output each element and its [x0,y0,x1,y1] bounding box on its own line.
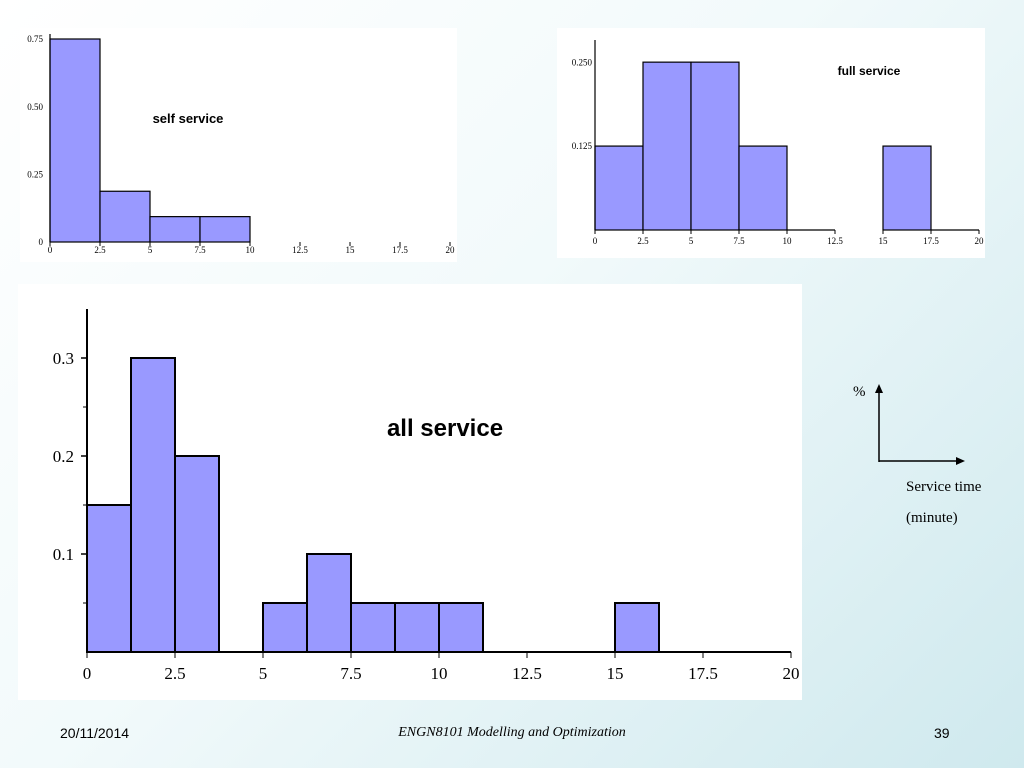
axes-legend-diagram: % Service time (minute) [853,384,982,526]
self-x-tick-label: 20 [446,245,456,255]
full-bar [738,145,788,231]
all-bar [262,602,308,653]
self-x-tick-label: 10 [246,245,256,255]
self-y-tick-label: 0.25 [27,169,43,179]
footer-page-number: 39 [934,725,950,741]
self-x-tick-label: 0 [48,245,53,255]
full-bar [690,61,740,231]
full-bar [882,145,932,231]
full-x-tick-label: 7.5 [733,236,745,246]
full-x-tick-label: 20 [975,236,985,246]
full-chart-title: full service [838,64,901,78]
legend-y-label: % [853,384,866,400]
legend-x-label-line1: Service time [906,479,982,495]
self-service-chart-panel: 0 2.5 5 7.5 10 12.5 15 17.5 20 0 0.25 0.50 0.75 self … [20,28,457,262]
all-x-tick-label: 20 [783,664,800,683]
self-service-chart: 0 2.5 5 7.5 10 12.5 15 17.5 20 0 0.25 0.50 0.75 self … [27,34,456,255]
self-x-tick-label: 7.5 [194,245,206,255]
all-x-tick-label: 5 [259,664,268,683]
all-service-chart-panel: 0 2.5 5 7.5 10 12.5 15 17.5 20 0.1 0.2 0.3 all servi… [18,284,802,700]
all-bar [86,504,132,653]
self-x-tick-label: 17.5 [392,245,408,255]
all-bar [130,357,176,653]
all-x-tick-label: 10 [431,664,448,683]
full-x-tick-label: 0 [593,236,598,246]
all-bar [614,602,660,653]
all-x-tick-label: 0 [83,664,92,683]
self-chart-title: self service [153,111,224,126]
legend-x-arrowhead [956,457,965,465]
axes-legend: % Service time (minute) [850,378,990,538]
all-x-tick-label: 2.5 [164,664,185,683]
self-x-tick-label: 12.5 [292,245,308,255]
footer-date: 20/11/2014 [60,725,130,741]
self-bar [149,216,201,243]
self-x-tick-label: 2.5 [94,245,106,255]
self-x-tick-label: 5 [148,245,153,255]
all-y-tick-label: 0.1 [53,545,74,564]
self-bar [99,190,151,243]
full-bar [642,61,692,231]
full-x-tick-label: 2.5 [637,236,649,246]
all-bar [350,602,396,653]
self-y-tick-label: 0.75 [27,34,43,44]
legend-x-label-line2: (minute) [906,510,958,526]
all-x-tick-label: 7.5 [340,664,361,683]
full-y-tick-label: 0.250 [572,57,593,67]
legend-y-arrowhead [875,384,883,393]
full-x-tick-label: 5 [689,236,694,246]
self-bar [49,38,101,243]
full-x-tick-label: 12.5 [827,236,843,246]
self-x-tick-label: 15 [346,245,356,255]
full-service-chart: 0 2.5 5 7.5 10 12.5 15 17.5 20 0.125 0.250 full ser… [572,40,985,246]
self-y-tick-label: 0 [39,237,44,247]
self-y-tick-label: 0.50 [27,102,43,112]
full-x-tick-label: 15 [879,236,889,246]
all-chart-title: all service [387,415,503,442]
all-bar [394,602,440,653]
full-y-tick-label: 0.125 [572,141,593,151]
all-x-tick-label: 15 [607,664,624,683]
all-bar [306,553,352,653]
footer-course-title: ENGN8101 Modelling and Optimization [398,725,626,740]
full-service-chart-panel: 0 2.5 5 7.5 10 12.5 15 17.5 20 0.125 0.250 full ser… [557,28,985,258]
all-x-tick-label: 12.5 [512,664,542,683]
self-bar [199,216,251,243]
all-bar [438,602,484,653]
all-service-chart: 0 2.5 5 7.5 10 12.5 15 17.5 20 0.1 0.2 0.3 all servi… [53,309,800,683]
all-bar [174,455,220,653]
all-y-tick-label: 0.3 [53,349,74,368]
all-y-tick-label: 0.2 [53,447,74,466]
full-x-tick-label: 10 [783,236,793,246]
full-x-tick-label: 17.5 [923,236,939,246]
full-bar [594,145,644,231]
all-x-tick-label: 17.5 [688,664,718,683]
